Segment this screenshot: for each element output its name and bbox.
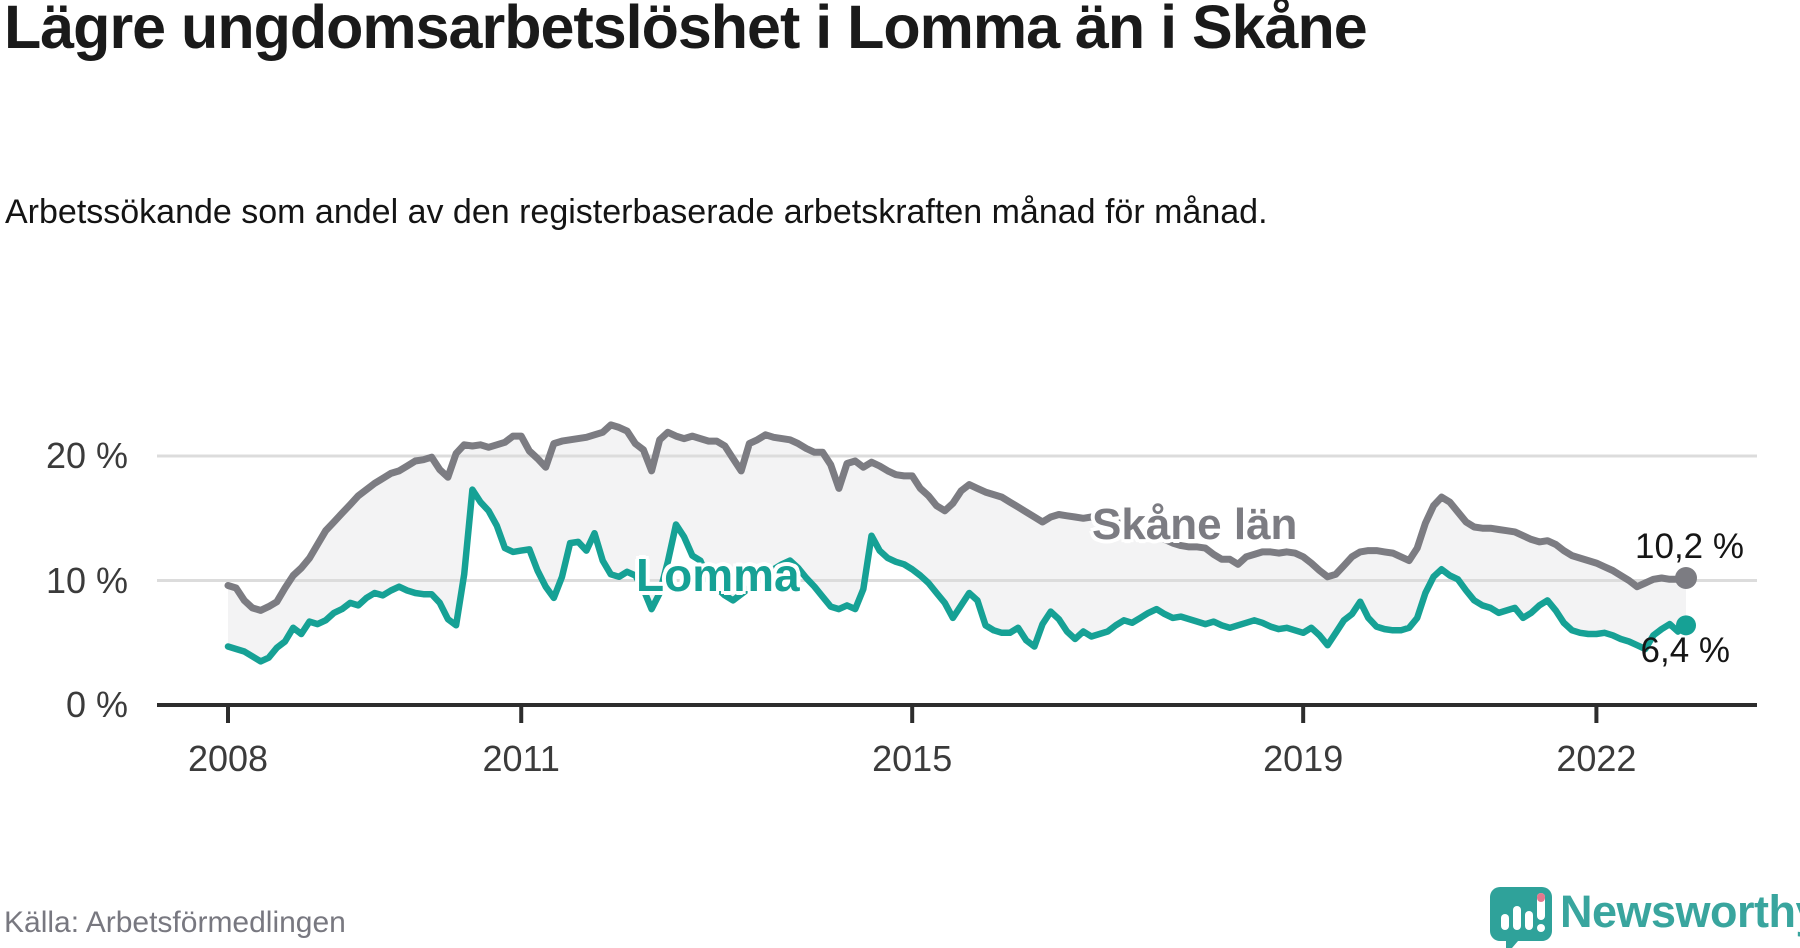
x-tick-label-2011: 2011 [482, 738, 560, 779]
page-subtitle: Arbetssökande som andel av den registerb… [5, 193, 1268, 231]
series-label-skane: Skåne län [1092, 500, 1298, 549]
y-tick-label-10: 10 % [45, 559, 128, 601]
end-value-lomma: 6,4 % [1640, 631, 1731, 670]
page-title: Lägre ungdomsarbetslöshet i Lomma än i S… [4, 0, 1368, 61]
newsworthy-logo-icon [1490, 887, 1552, 948]
bar-tall [1525, 911, 1533, 930]
y-tick-label-20: 20 % [45, 435, 128, 476]
newsworthy-logo: Newsworthy [1486, 880, 1800, 948]
series-label-lomma: Lomma [636, 549, 800, 601]
line-lomma [224, 486, 1690, 665]
end-dot-lomma [1676, 615, 1696, 636]
x-tick-label-2022: 2022 [1556, 738, 1637, 779]
y-tick-label-0: 0 % [65, 684, 128, 725]
end-dot-skane [1675, 567, 1697, 590]
brand-name: Newsworthy [1560, 886, 1800, 937]
line-skane [224, 421, 1690, 614]
bar-medium [1513, 906, 1521, 930]
bar-small [1501, 914, 1509, 930]
exclamation-dot [1537, 924, 1545, 932]
x-tick-label-2008: 2008 [187, 738, 269, 779]
end-value-skane: 10,2 % [1635, 527, 1744, 566]
series-band-fill [228, 424, 1686, 662]
x-tick-label-2019: 2019 [1263, 738, 1344, 779]
x-tick-label-2015: 2015 [872, 738, 953, 779]
exclamation-accent [1537, 893, 1545, 902]
source-note: Källa: Arbetsförmedlingen [4, 906, 346, 939]
